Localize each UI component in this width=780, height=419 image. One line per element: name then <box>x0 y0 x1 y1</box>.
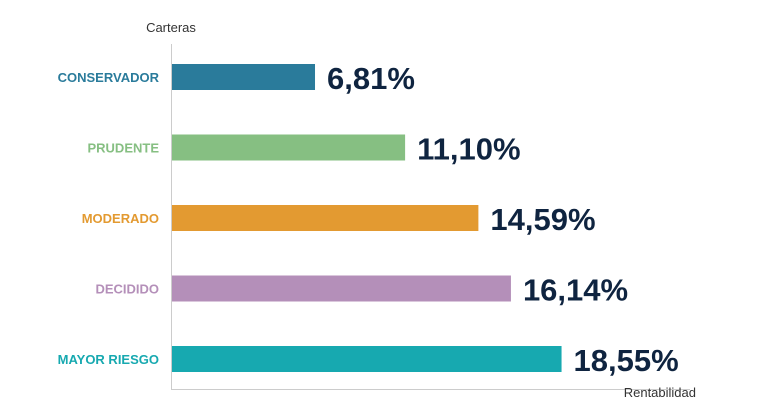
value-label: 14,59% <box>490 202 595 237</box>
x-axis-title: Rentabilidad <box>624 385 696 400</box>
value-label: 11,10% <box>417 132 520 167</box>
category-label: MAYOR RIESGO <box>58 352 159 367</box>
bars-group: CONSERVADOR 6,81% PRUDENTE 11,10% MODERADO 14… <box>58 61 679 378</box>
bar-decidido <box>172 275 511 302</box>
value-label: 18,55% <box>574 343 679 378</box>
bar-moderado <box>172 205 479 231</box>
bar-mayor-riesgo <box>172 346 562 372</box>
category-label: MODERADO <box>82 211 159 226</box>
category-label: CONSERVADOR <box>58 70 160 85</box>
bar-prudente <box>172 134 406 161</box>
category-label: DECIDIDO <box>95 282 159 297</box>
value-label: 16,14% <box>523 273 628 308</box>
value-label: 6,81% <box>327 61 415 96</box>
category-label: PRUDENTE <box>87 141 159 156</box>
bar-conservador <box>172 64 316 90</box>
y-axis-title: Carteras <box>146 20 196 35</box>
